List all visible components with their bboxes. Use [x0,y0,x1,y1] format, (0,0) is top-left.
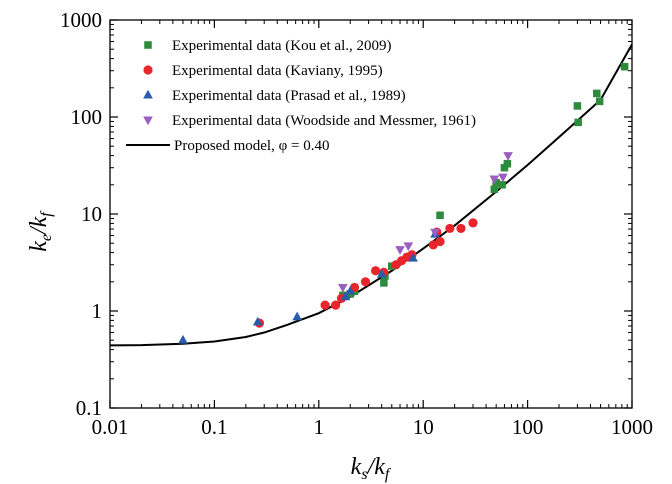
data-point [430,228,440,238]
x-tick-label: 1 [314,415,325,439]
series-3 [338,152,513,293]
data-point [503,159,512,168]
data-point [436,211,444,220]
legend-label: Experimental data (Woodside and Messmer,… [172,113,476,129]
legend-item: Proposed model, φ = 0.40 [126,138,329,154]
data-point [380,279,388,287]
y-tick-label: 0.1 [76,396,102,420]
data-point [376,268,387,278]
data-point [320,300,330,310]
y-axis-title-slash: /k [26,216,52,236]
data-point [403,242,414,252]
legend: Experimental data (Kou et al., 2009) Expe… [126,38,476,154]
data-point [345,285,356,295]
data-point [573,102,582,110]
legend-label: Proposed model, φ = 0.40 [174,138,329,154]
x-axis-title-slash: /k [366,454,386,480]
data-point [292,311,302,321]
y-axis-title: ke/kf [26,210,55,252]
x-axis-title-sub1: s [361,466,367,483]
data-point [252,316,263,326]
data-point [492,178,500,187]
legend-label: Experimental data (Kaviany, 1995) [172,63,383,79]
legend-item: Experimental data (Prasad et al., 1989) [143,88,406,104]
data-point [620,62,629,71]
data-point [498,173,508,183]
x-tick-label: 1000 [611,415,653,439]
data-point [331,300,341,310]
data-point [490,185,499,194]
x-axis-title-sub2: f [385,466,392,483]
x-tick-label: 100 [512,415,544,439]
points-layer [178,62,629,344]
legend-marker [143,116,153,126]
y-axis-title-sub1: e [38,234,55,241]
legend-marker [143,89,153,99]
x-tick-label: 10 [413,415,434,439]
data-point [489,175,500,185]
data-point [435,236,445,247]
legend-item: Experimental data (Kaviany, 1995) [143,63,383,79]
x-tick-label: 0.01 [92,415,129,439]
series-2 [178,228,440,344]
y-axis: 0.1 1 10 100 1000 [60,8,632,420]
data-point [593,89,601,98]
data-point [340,291,351,301]
data-point [178,334,188,344]
y-tick-label: 1 [92,299,103,323]
legend-marker [144,41,152,49]
data-point [371,266,381,276]
data-point [395,246,405,255]
data-point [445,223,455,234]
y-tick-label: 10 [81,202,102,226]
x-axis: 0.01 0.1 1 10 100 1000 [92,20,653,439]
legend-marker [143,65,153,75]
data-point [360,277,371,287]
data-point [456,223,466,234]
legend-item: Experimental data (Woodside and Messmer,… [143,113,476,129]
data-point [408,252,418,262]
data-point [595,97,604,106]
data-point [503,152,513,161]
legend-item: Experimental data (Kou et al., 2009) [144,38,392,54]
series-1 [254,218,478,328]
y-axis-title-sub2: f [38,210,55,217]
x-tick-label: 0.1 [201,415,227,439]
data-point [500,163,509,172]
y-tick-label: 1000 [60,8,102,32]
x-axis-title: ks/kf [351,454,392,483]
legend-label: Experimental data (Kou et al., 2009) [172,38,392,54]
x-axis-title-main: k [351,454,362,480]
data-point [338,283,348,293]
y-axis-title-main: k [26,241,52,252]
data-point [574,118,582,127]
y-tick-label: 100 [71,105,103,129]
data-point [468,218,478,228]
data-point [498,181,506,189]
legend-label: Experimental data (Prasad et al., 1989) [172,88,406,104]
